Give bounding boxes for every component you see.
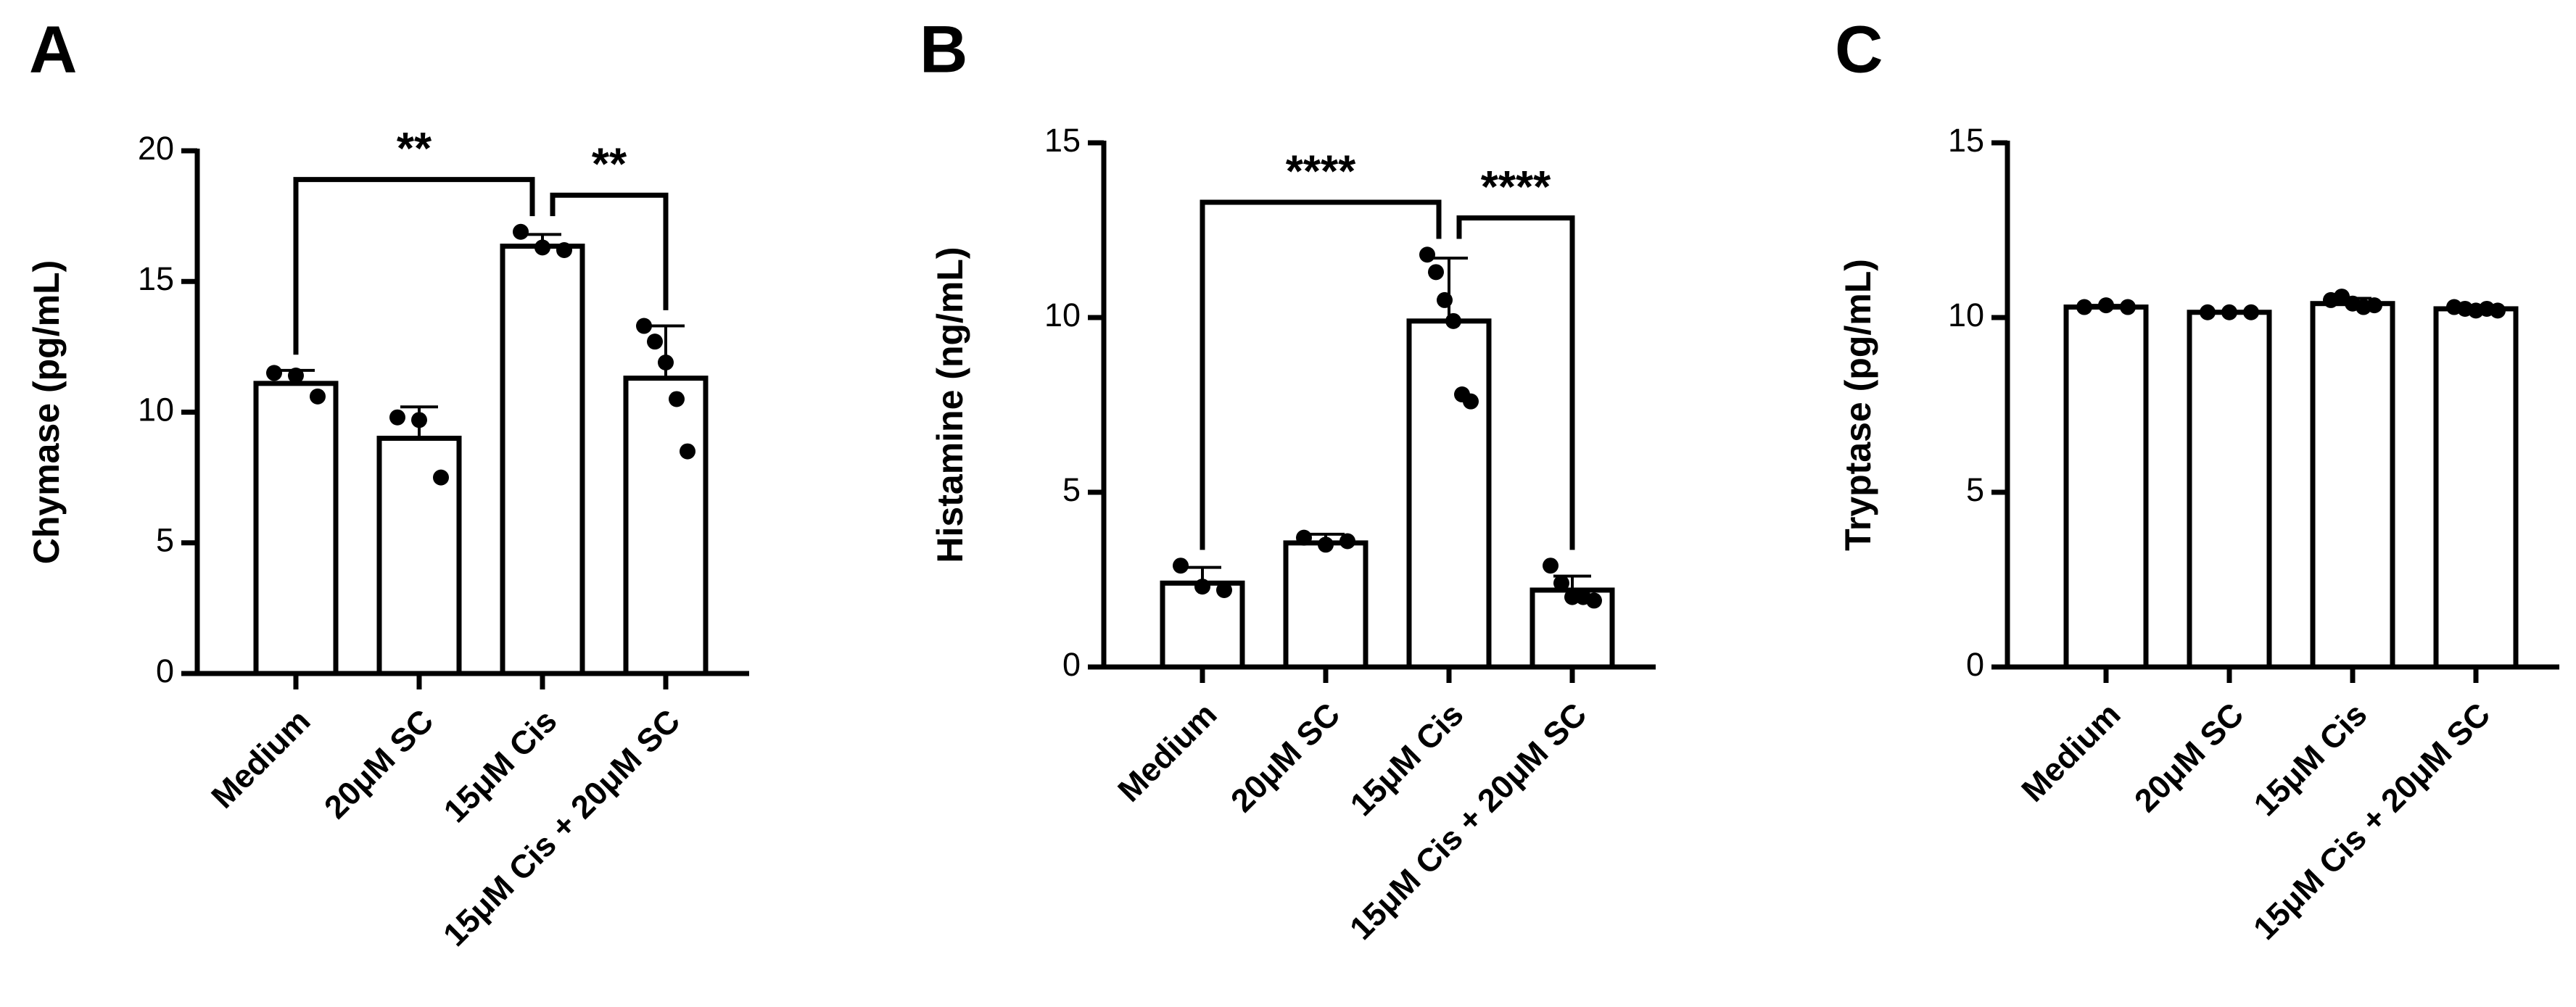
y-tick-label: 10	[1044, 297, 1081, 333]
x-tick-label: 15μM Cis	[2247, 695, 2374, 823]
x-tick-label: 15μM Cis	[1343, 695, 1471, 823]
y-tick-label: 0	[1062, 646, 1081, 683]
data-point	[513, 223, 529, 240]
panel-letter: A	[29, 12, 77, 86]
data-point	[310, 388, 326, 405]
y-tick-label: 5	[1062, 471, 1081, 508]
y-tick-label: 0	[156, 652, 174, 689]
significance-label: ****	[1286, 146, 1356, 196]
x-tick-label: 20μM SC	[317, 702, 440, 825]
significance-label: ****	[1481, 162, 1551, 212]
data-point	[1586, 592, 1602, 609]
y-tick-label: 15	[138, 260, 174, 297]
data-point	[411, 412, 427, 428]
data-point	[2490, 302, 2506, 319]
data-point	[1543, 558, 1559, 574]
bar	[2063, 304, 2149, 670]
data-point	[2120, 299, 2136, 315]
significance-bracket	[1456, 215, 1575, 550]
bar	[2433, 306, 2519, 670]
data-point	[658, 355, 674, 371]
panel: C Tryptase (pg/mL) 0 5 10 15 Medium 20μM SC15μM…	[1835, 12, 2559, 947]
bar	[2310, 301, 2395, 670]
data-point	[1437, 291, 1453, 308]
bar	[2187, 310, 2272, 670]
x-tick-label: Medium	[2014, 695, 2127, 808]
data-point	[1296, 529, 1312, 546]
data-point	[534, 239, 550, 256]
panel: B Histamine (ng/mL) 0 5 10 15 Medium 20μM SC15μ…	[920, 12, 1656, 947]
panel-letter: C	[1835, 12, 1883, 86]
data-point	[2098, 297, 2114, 314]
y-axis-label: Chymase (pg/mL)	[26, 260, 67, 565]
panel-letter: B	[920, 12, 967, 86]
data-point	[389, 409, 405, 426]
data-point	[2243, 304, 2259, 320]
y-tick-label: 10	[138, 391, 174, 428]
y-tick-label: 20	[138, 130, 174, 167]
data-point	[680, 443, 695, 460]
data-point	[1445, 312, 1461, 329]
data-point	[1553, 575, 1569, 592]
data-point	[636, 318, 652, 334]
data-point	[288, 368, 304, 384]
data-point	[2366, 297, 2382, 314]
panel: A Chymase (pg/mL) 0 5 10 15 20 Medium 20μM SC15μ…	[26, 12, 749, 953]
bar	[1283, 540, 1368, 670]
y-tick-label: 15	[1044, 122, 1081, 159]
bar	[1406, 318, 1492, 670]
x-tick-label: Medium	[204, 702, 317, 815]
y-tick-label: 5	[1966, 471, 1984, 508]
data-point	[2221, 304, 2237, 320]
data-point	[647, 333, 663, 350]
y-tick-label: 0	[1966, 646, 1984, 683]
significance-bracket	[550, 192, 669, 310]
data-point	[266, 365, 282, 381]
data-point	[1318, 536, 1334, 553]
data-point	[2076, 299, 2092, 315]
significance-bracket	[293, 177, 535, 355]
data-point	[1463, 393, 1479, 410]
bar	[253, 381, 339, 676]
data-point	[1216, 581, 1232, 598]
significance-label: **	[592, 140, 627, 190]
y-tick-label: 5	[156, 522, 174, 559]
x-tick-label: 15μM Cis + 20μM SC	[436, 702, 687, 953]
x-tick-label: 15μM Cis	[437, 702, 564, 829]
data-point	[1339, 533, 1355, 550]
x-tick-label: 20μM SC	[1223, 695, 1347, 819]
data-point	[2200, 304, 2216, 320]
x-tick-label: 20μM SC	[2127, 695, 2250, 819]
y-tick-label: 10	[1948, 297, 1984, 333]
y-tick-label: 15	[1948, 122, 1984, 159]
y-axis-label: Histamine (ng/mL)	[930, 246, 970, 563]
bar	[1160, 580, 1245, 670]
data-point	[1173, 558, 1189, 574]
data-point	[433, 469, 449, 486]
data-point	[1419, 246, 1435, 263]
y-axis-label: Tryptase (pg/mL)	[1838, 259, 1878, 551]
significance-label: **	[397, 124, 432, 174]
x-tick-label: 15μM Cis + 20μM SC	[2246, 695, 2497, 946]
data-point	[669, 391, 685, 407]
bar	[623, 376, 709, 676]
bar	[500, 244, 585, 676]
data-point	[1428, 264, 1444, 281]
data-point	[556, 241, 572, 258]
data-point	[1194, 579, 1210, 595]
significance-bracket	[1200, 199, 1442, 550]
x-tick-label: Medium	[1110, 695, 1223, 808]
x-tick-label: 15μM Cis + 20μM SC	[1342, 695, 1593, 946]
